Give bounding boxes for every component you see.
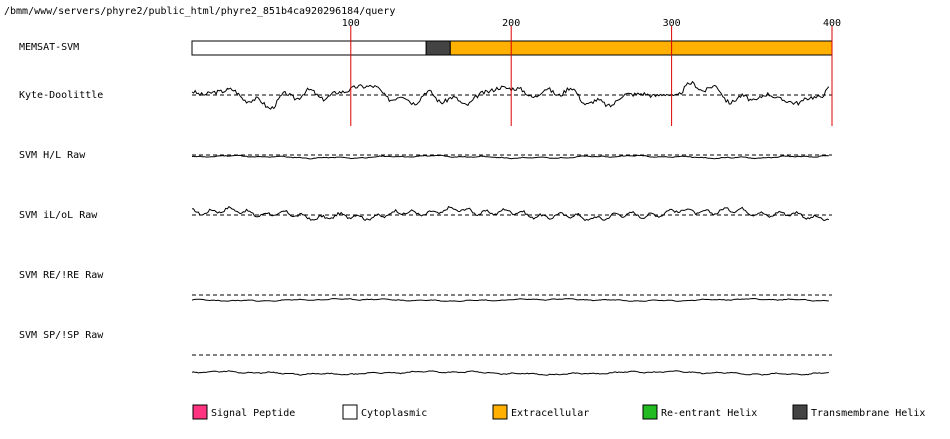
track-line [191,80,830,110]
legend-swatch-signal [192,404,208,420]
file-path: /bmm/www/servers/phyre2/public_html/phyr… [4,6,395,17]
track-label: Kyte-Doolittle [19,90,103,101]
axis-ticks: 100 200 300 400 [342,18,841,29]
memsat-segment-cytoplasmic [191,40,427,56]
tick-label: 100 [342,18,360,29]
legend-label: Transmembrane Helix [811,408,925,419]
legend: Signal Peptide Cytoplasmic Extracellular Re… [192,404,925,420]
tick-label: 200 [502,18,520,29]
track-line [191,205,829,222]
position-gridlines [350,26,833,126]
memsat-bar [191,40,833,56]
legend-swatch-cytoplasmic [342,404,358,420]
memsat-label: MEMSAT-SVM [19,42,79,53]
tracks: Kyte-Doolittle SVM H/L Raw SVM iL/oL Raw SV… [19,80,832,376]
legend-swatch-reentrant [642,404,658,420]
legend-label: Cytoplasmic [361,408,427,419]
tick-label: 400 [823,18,841,29]
track-label: SVM RE/!RE Raw [19,270,104,281]
memsat-segment-transmembrane [425,40,451,56]
memsat-segment-extracellular [449,40,833,56]
track-label: SVM iL/oL Raw [19,210,98,221]
track-line [191,370,829,376]
legend-swatch-transmembrane [792,404,808,420]
legend-label: Extracellular [511,408,589,419]
track-label: SVM SP/!SP Raw [19,330,104,341]
legend-label: Re-entrant Helix [661,408,757,419]
tick-label: 300 [663,18,681,29]
legend-swatch-extracellular [492,404,508,420]
legend-label: Signal Peptide [211,408,295,419]
track-line [191,297,829,303]
track-line [191,154,829,160]
track-label: SVM H/L Raw [19,150,86,161]
